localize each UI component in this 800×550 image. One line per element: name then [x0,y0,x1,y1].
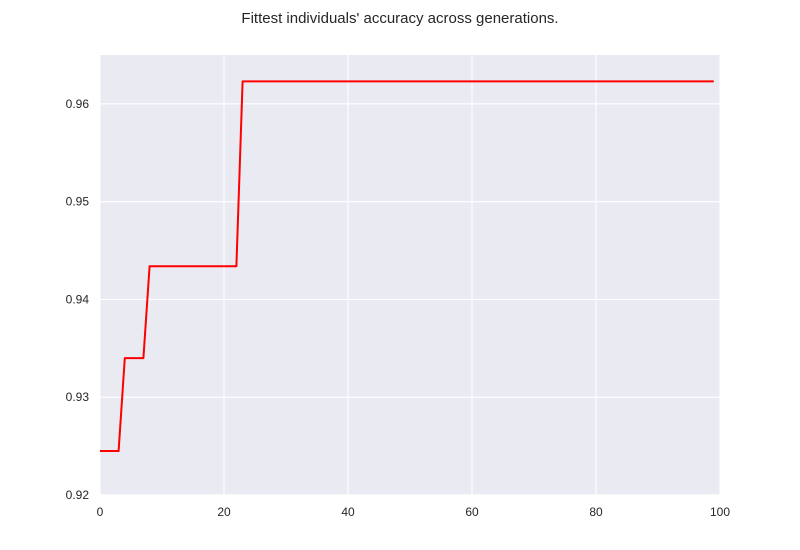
series-line-0 [100,80,714,452]
plot-area [100,55,720,495]
series-layer [100,80,714,452]
y-axis-ticks: 0.92 0.93 0.94 0.95 0.96 [66,97,90,502]
x-tick-label: 0 [97,505,104,519]
x-tick-label: 60 [465,505,479,519]
y-tick-label: 0.92 [66,488,90,502]
x-tick-label: 100 [710,505,730,519]
grid-lines [99,55,721,496]
y-tick-label: 0.93 [66,390,90,404]
x-tick-label: 40 [341,505,355,519]
y-tick-label: 0.96 [66,97,90,111]
y-tick-label: 0.95 [66,195,90,209]
x-tick-label: 20 [217,505,231,519]
x-axis-ticks: 0 20 40 60 80 100 [97,505,731,519]
chart-title: Fittest individuals' accuracy across gen… [241,10,558,27]
x-tick-label: 80 [589,505,603,519]
y-tick-label: 0.94 [66,292,90,306]
